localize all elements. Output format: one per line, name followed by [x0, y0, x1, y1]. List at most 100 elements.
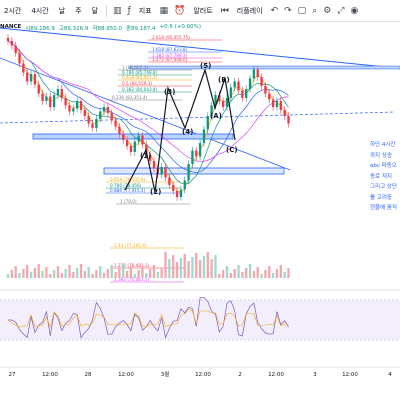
support-box — [32, 133, 234, 140]
legend-open: 시89,186.9 — [25, 26, 55, 32]
candle-body — [218, 95, 221, 101]
volume-bar — [18, 273, 21, 278]
candle-body — [260, 77, 263, 86]
fib-label: 1.382 (87,788.3) — [152, 53, 188, 58]
annotation-line: 하단 4시간 — [370, 142, 396, 148]
layout-icon[interactable]: ▢ — [297, 5, 307, 16]
x-tick-label: 27 — [9, 372, 16, 378]
fullscreen-icon[interactable]: ⤢ — [337, 5, 345, 16]
interval-1m[interactable]: 달 — [91, 6, 99, 15]
fib-label: 0.382 (84,043.8) — [122, 87, 158, 92]
wave-label: (A) — [210, 112, 222, 120]
candle-body — [87, 116, 90, 124]
candle-body — [168, 177, 171, 185]
volume-bar — [210, 259, 213, 278]
x-tick-label: 28 — [85, 372, 92, 378]
candle-body — [10, 41, 13, 46]
interval-4h[interactable]: 4시간 — [31, 6, 49, 15]
x-tick-label: 3 — [313, 372, 317, 378]
fib-label: 1.382 (75,083.5) — [114, 277, 150, 282]
replay-button[interactable]: 리플레이 — [236, 6, 263, 15]
volume-bar — [37, 264, 40, 278]
fib-label: 0.886 (77,915.4) — [110, 188, 146, 193]
fib-label: 1.13 (77,105.4) — [114, 243, 147, 248]
indicator-icon[interactable]: ƒ — [127, 5, 131, 16]
volume-bar — [256, 267, 259, 278]
candle-body — [279, 101, 282, 110]
fib-label: 2.618 (95,455.75) — [152, 35, 190, 40]
candle-body — [122, 134, 125, 140]
candle-body — [118, 126, 121, 134]
interval-2h[interactable]: 2시간 — [4, 6, 22, 15]
volume-bar — [110, 265, 113, 278]
candle-body — [187, 164, 190, 181]
x-tick-label: 2 — [238, 372, 242, 378]
volume-bar — [99, 266, 102, 278]
fib-label: 0.618 (85,051.3) — [122, 75, 158, 80]
candle-body — [237, 81, 240, 91]
fib-label: 1.272 (87,048.0) — [152, 57, 188, 62]
fib-label: 0.786 (78,456) — [110, 183, 142, 188]
legend-high: 고89,326.9 — [58, 26, 89, 32]
volume-bar — [41, 271, 44, 278]
volume-bar — [287, 268, 290, 278]
candle-body — [49, 96, 52, 107]
volume-bar — [83, 271, 86, 278]
volume-bar — [56, 266, 60, 278]
search-icon[interactable]: ⌕ — [312, 5, 318, 16]
redo-icon[interactable]: ↷ — [284, 5, 292, 16]
alert-button[interactable]: 알러트 — [193, 6, 213, 15]
candle-body — [256, 69, 259, 77]
candle-body — [222, 101, 225, 107]
candle-body — [14, 45, 17, 53]
alert-icon[interactable]: ⏰ — [174, 5, 186, 16]
volume-bar — [252, 271, 256, 278]
candle-body — [37, 84, 40, 94]
wave-label: (1) — [140, 152, 151, 160]
volume-bar — [129, 267, 133, 278]
candle-body — [26, 72, 29, 82]
x-tick-label: 12:00 — [195, 372, 211, 378]
interval-1d[interactable]: 날 — [58, 6, 66, 15]
legend-low: 저88,950.0 — [92, 26, 122, 32]
candle-body — [6, 38, 10, 41]
template-icon[interactable]: ▦ — [159, 5, 169, 16]
fib-label: 0.236 (83,351.4) — [112, 95, 148, 100]
volume-bar — [33, 268, 37, 278]
candle-body — [241, 90, 244, 98]
candle-body — [76, 101, 79, 109]
candle-body — [68, 105, 71, 112]
volume-bar — [275, 269, 279, 278]
volume-bar — [29, 272, 33, 278]
volume-bar — [87, 267, 90, 278]
replay-icon[interactable]: ⏮ — [220, 5, 229, 16]
candle-body — [33, 74, 37, 85]
volume-bar — [198, 260, 202, 278]
volume-bar — [52, 270, 56, 278]
candle-body — [252, 69, 256, 79]
wave-label: (4) — [182, 128, 193, 136]
settings-icon[interactable]: ⚙ — [323, 5, 332, 16]
volume-bar — [214, 255, 217, 278]
trend-line — [0, 57, 291, 171]
indicators-button[interactable]: 지표 — [138, 6, 152, 15]
volume-bar — [229, 273, 232, 278]
volume-bar — [241, 272, 244, 278]
chart-type-icon[interactable]: ▥ — [113, 5, 122, 16]
candle-body — [283, 110, 286, 116]
interval-1w[interactable]: 주 — [75, 6, 82, 15]
volume-bar — [156, 272, 159, 278]
volume-bar — [179, 258, 183, 278]
candle-body — [99, 111, 102, 119]
volume-bar — [102, 273, 106, 278]
volume-bar — [145, 273, 148, 278]
camera-icon[interactable]: ◉ — [350, 5, 359, 16]
volume-bar — [202, 256, 206, 278]
volume-bar — [195, 253, 198, 278]
candle-body — [18, 53, 21, 64]
undo-icon[interactable]: ↶ — [270, 5, 279, 16]
moving-average-line — [7, 40, 289, 193]
wave-label: (B) — [218, 76, 230, 84]
candle-body — [175, 191, 179, 197]
